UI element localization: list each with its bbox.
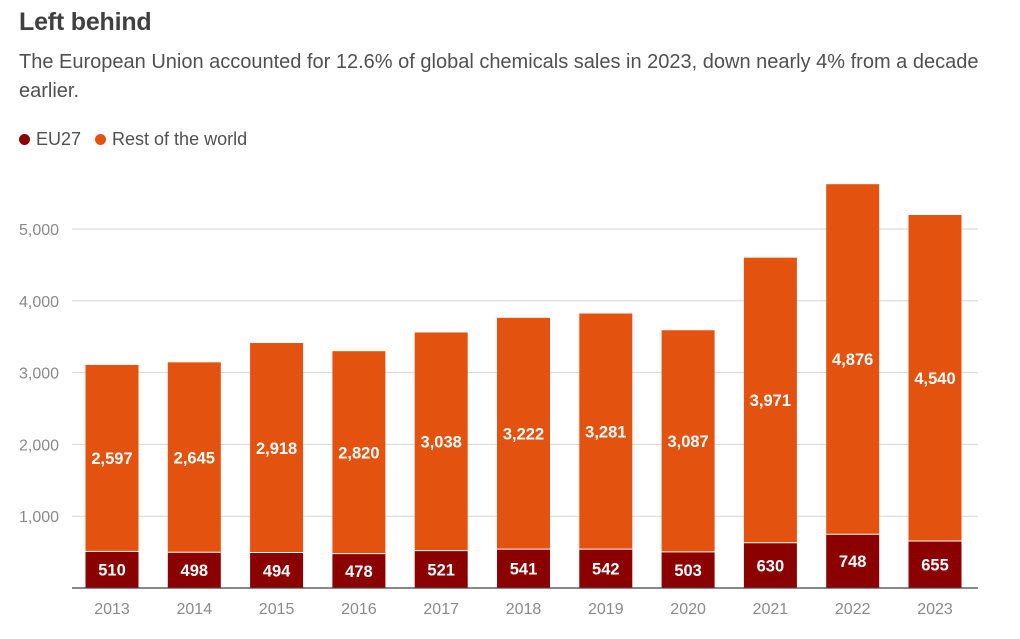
bar-segment-eu27 <box>661 551 715 588</box>
x-tick-label: 2013 <box>94 601 130 618</box>
bar-segment-rest-of-world <box>250 343 304 553</box>
data-label-rest-of-world: 4,876 <box>832 351 873 369</box>
data-label-rest-of-world: 2,645 <box>174 449 215 467</box>
bar-segment-rest-of-world <box>579 313 633 550</box>
bar-segment-rest-of-world <box>85 364 139 552</box>
x-tick-label: 2019 <box>588 601 624 618</box>
data-label-rest-of-world: 4,540 <box>914 370 955 388</box>
x-tick-label: 2015 <box>259 601 295 618</box>
data-label-eu27: 494 <box>263 562 291 580</box>
x-tick-label: 2021 <box>753 601 789 618</box>
legend-label-eu27: EU27 <box>36 129 82 149</box>
data-label-rest-of-world: 3,222 <box>503 425 544 443</box>
bar-segment-rest-of-world <box>332 351 386 554</box>
data-label-rest-of-world: 3,971 <box>750 392 791 410</box>
data-label-rest-of-world: 3,281 <box>585 423 626 441</box>
bar-segment-eu27 <box>908 540 962 588</box>
bar-segment-rest-of-world <box>908 214 962 541</box>
x-tick-label: 2016 <box>341 601 377 618</box>
bar-segment-eu27 <box>826 534 880 588</box>
bar-segment-rest-of-world <box>743 257 797 543</box>
y-tick-label: 2,000 <box>19 437 59 454</box>
bar-segment-eu27 <box>579 549 633 588</box>
x-tick-label: 2018 <box>506 601 542 618</box>
data-label-rest-of-world: 2,820 <box>338 444 379 462</box>
bar-segment-eu27 <box>250 552 304 588</box>
data-label-rest-of-world: 3,087 <box>667 433 708 451</box>
data-label-eu27: 655 <box>921 556 949 574</box>
chart-subtitle: The European Union accounted for 12.6% o… <box>19 51 979 102</box>
data-label-eu27: 521 <box>427 561 455 579</box>
bar-segment-eu27 <box>497 549 550 588</box>
chart-title: Left behind <box>19 8 152 36</box>
bar-segment-eu27 <box>167 552 221 588</box>
x-tick-label: 2014 <box>177 601 213 618</box>
legend: EU27 Rest of the world <box>19 129 247 150</box>
data-label-rest-of-world: 2,597 <box>91 450 132 468</box>
data-label-rest-of-world: 2,918 <box>256 440 297 458</box>
y-tick-label: 1,000 <box>19 509 59 526</box>
x-tick-label: 2017 <box>423 601 459 618</box>
data-label-eu27: 503 <box>674 562 702 580</box>
y-tick-label: 5,000 <box>19 222 59 239</box>
legend-item-eu27: EU27 <box>19 129 81 150</box>
x-tick-label: 2022 <box>835 601 871 618</box>
bar-segment-rest-of-world <box>414 332 468 551</box>
data-label-eu27: 541 <box>510 561 538 579</box>
bar-segment-rest-of-world <box>167 362 221 553</box>
bar-segment-eu27 <box>743 542 797 588</box>
bar-segment-rest-of-world <box>497 317 550 550</box>
bar-segment-eu27 <box>414 550 468 588</box>
data-label-eu27: 748 <box>839 553 867 571</box>
data-label-eu27: 510 <box>98 562 126 580</box>
y-tick-label: 3,000 <box>19 366 59 383</box>
bar-segment-eu27 <box>332 553 386 588</box>
data-label-eu27: 498 <box>181 562 209 580</box>
x-tick-label: 2023 <box>917 601 953 618</box>
data-label-eu27: 630 <box>757 557 785 575</box>
data-label-rest-of-world: 3,038 <box>421 434 462 452</box>
legend-dot-rest-of-world <box>95 134 107 145</box>
data-label-eu27: 542 <box>592 561 620 579</box>
x-tick-label: 2020 <box>670 601 706 618</box>
bar-segment-rest-of-world <box>661 330 715 552</box>
legend-dot-eu27 <box>19 134 30 145</box>
bar-segment-eu27 <box>85 551 139 588</box>
data-label-eu27: 478 <box>345 563 373 581</box>
legend-item-rest-of-world: Rest of the world <box>95 129 247 150</box>
y-tick-label: 4,000 <box>19 294 59 311</box>
bar-segment-rest-of-world <box>826 184 880 535</box>
legend-label-rest-of-world: Rest of the world <box>112 129 248 149</box>
